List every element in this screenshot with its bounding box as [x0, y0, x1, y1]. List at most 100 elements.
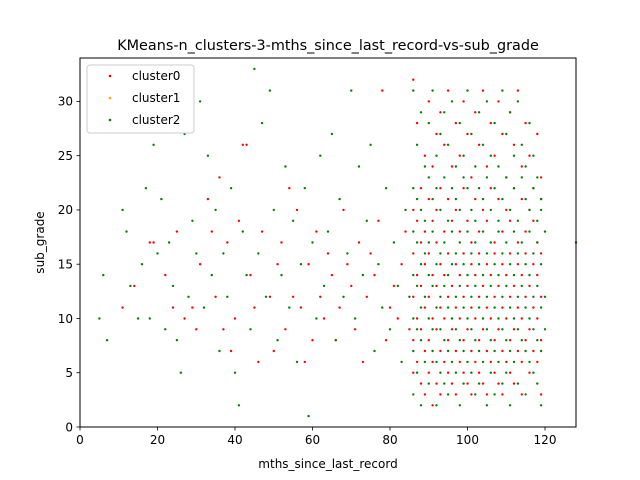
point-cluster0-131: [458, 154, 461, 157]
point-cluster2-257: [528, 208, 531, 212]
point-cluster2-31: [233, 371, 237, 374]
point-cluster0-235: [532, 219, 535, 222]
point-cluster2-281: [543, 295, 547, 298]
point-cluster0-70: [415, 219, 419, 222]
point-cluster0-57: [388, 306, 392, 309]
point-cluster2-279: [539, 404, 543, 407]
point-cluster0-224: [524, 121, 527, 125]
point-cluster2-89: [415, 371, 419, 374]
point-cluster2-3: [121, 208, 124, 212]
point-cluster2-182: [477, 306, 481, 309]
point-cluster0-210: [512, 284, 516, 288]
point-cluster0-200: [505, 317, 508, 320]
point-cluster0-62: [408, 328, 411, 331]
point-cluster0-121: [450, 219, 454, 222]
point-cluster0-120: [450, 165, 454, 168]
point-cluster0-42: [330, 273, 334, 277]
point-cluster0-82: [423, 306, 427, 309]
point-cluster2-177: [474, 339, 477, 342]
point-cluster2-100: [423, 360, 427, 364]
point-cluster0-236: [532, 263, 535, 266]
point-cluster2-166: [466, 360, 469, 364]
point-cluster0-160: [477, 252, 481, 255]
point-cluster2-162: [466, 187, 469, 190]
point-cluster0-140: [462, 339, 465, 342]
point-cluster0-123: [450, 328, 454, 331]
point-cluster2-147: [454, 328, 458, 331]
point-cluster2-9: [148, 317, 151, 320]
point-cluster2-160: [462, 382, 465, 385]
point-cluster0-168: [481, 382, 485, 385]
point-cluster0-3: [152, 241, 155, 244]
point-cluster0-163: [477, 371, 481, 374]
point-cluster2-46: [291, 219, 295, 222]
point-cluster0-8: [191, 306, 194, 309]
point-cluster0-244: [539, 176, 543, 179]
point-cluster0-11: [206, 197, 210, 201]
point-cluster2-274: [539, 197, 543, 201]
point-cluster2-187: [481, 230, 485, 233]
point-cluster0-175: [489, 121, 492, 125]
point-cluster2-104: [427, 273, 430, 277]
x-tick-label-40: 40: [227, 433, 242, 447]
point-cluster2-266: [532, 328, 535, 331]
point-cluster0-103: [439, 111, 442, 114]
point-cluster2-239: [516, 100, 520, 103]
point-cluster0-108: [439, 393, 442, 396]
point-cluster0-195: [501, 349, 504, 353]
point-cluster2-192: [485, 176, 489, 179]
point-cluster0-138: [462, 252, 465, 255]
point-cluster0-217: [516, 349, 520, 353]
point-cluster0-44: [338, 306, 341, 309]
point-cluster2-136: [446, 393, 450, 396]
point-cluster0-21: [245, 143, 248, 146]
point-cluster2-155: [462, 154, 465, 157]
point-cluster2-27: [218, 349, 221, 353]
point-cluster0-229: [528, 154, 531, 157]
point-cluster2-96: [423, 165, 427, 168]
point-cluster2-116: [435, 306, 438, 309]
point-cluster2-214: [497, 360, 500, 364]
point-cluster0-216: [516, 306, 520, 309]
point-cluster0-35: [303, 360, 306, 364]
point-cluster0-5: [171, 306, 175, 309]
point-cluster2-99: [423, 295, 427, 298]
point-cluster0-90: [427, 371, 430, 374]
point-cluster0-180: [493, 154, 496, 157]
point-cluster0-179: [489, 360, 492, 364]
point-cluster2-247: [520, 241, 523, 244]
point-cluster2-199: [489, 241, 492, 244]
point-cluster2-211: [497, 230, 500, 233]
point-cluster0-211: [512, 328, 516, 331]
point-cluster0-181: [493, 241, 496, 244]
point-cluster0-196: [501, 393, 504, 396]
point-cluster2-6: [136, 317, 140, 320]
point-cluster0-231: [528, 284, 531, 288]
point-cluster2-231: [508, 349, 512, 353]
point-cluster0-113: [443, 360, 446, 364]
y-axis: 0 5 10 15 20 25 30: [58, 95, 80, 434]
point-cluster2-126: [443, 176, 446, 179]
point-cluster2-245: [520, 143, 523, 146]
point-cluster2-14: [167, 241, 171, 244]
point-cluster0-141: [462, 371, 465, 374]
point-cluster2-260: [528, 317, 531, 320]
point-cluster0-88: [427, 295, 430, 298]
point-cluster0-164: [481, 89, 485, 92]
point-cluster2-270: [536, 241, 539, 244]
point-cluster0-218: [520, 165, 523, 168]
point-cluster2-233: [512, 154, 516, 157]
point-cluster2-170: [470, 295, 473, 298]
point-cluster2-92: [419, 263, 423, 266]
x-tick-label-80: 80: [382, 433, 397, 447]
point-cluster2-220: [501, 382, 504, 385]
point-cluster0-146: [466, 382, 469, 385]
point-cluster2-148: [454, 371, 458, 374]
point-cluster2-249: [520, 339, 523, 342]
point-cluster2-163: [466, 230, 469, 233]
point-cluster2-145: [454, 252, 458, 255]
point-cluster2-121: [439, 252, 442, 255]
point-cluster0-143: [466, 219, 469, 222]
point-cluster2-127: [443, 241, 446, 244]
point-cluster2-11: [156, 252, 159, 255]
